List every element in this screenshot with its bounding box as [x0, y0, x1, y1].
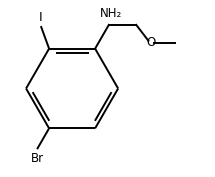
Text: NH₂: NH₂: [100, 7, 122, 21]
Text: Br: Br: [31, 152, 44, 165]
Text: I: I: [38, 11, 42, 24]
Text: O: O: [146, 36, 156, 49]
